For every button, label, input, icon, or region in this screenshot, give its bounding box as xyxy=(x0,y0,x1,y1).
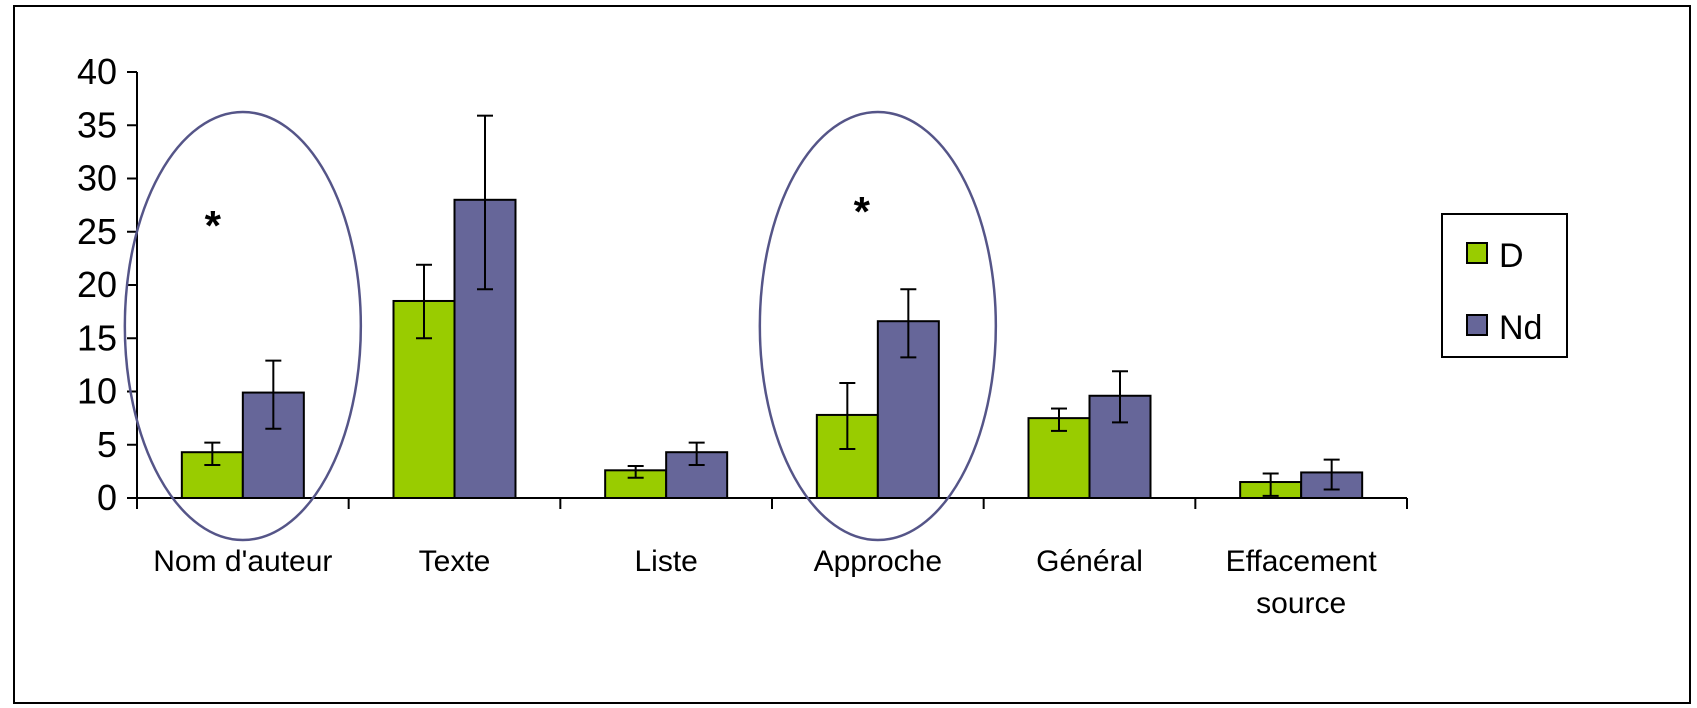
y-tick-label: 35 xyxy=(77,104,117,145)
highlight-ellipse xyxy=(758,110,998,542)
significance-marker: * xyxy=(205,202,222,249)
legend-box xyxy=(1441,213,1568,358)
legend-swatch-nd xyxy=(1466,314,1488,336)
x-tick-label: Nom d'auteur xyxy=(153,545,332,578)
chart-border xyxy=(13,5,1691,704)
y-tick-label: 5 xyxy=(97,424,117,465)
significance-marker: * xyxy=(854,188,871,235)
y-tick-label: 0 xyxy=(97,477,117,518)
x-tick-label: Texte xyxy=(419,545,491,578)
x-tick-label: Effacement xyxy=(1226,545,1378,578)
y-tick-label: 15 xyxy=(77,317,117,358)
x-tick-label: Approche xyxy=(814,545,942,578)
y-tick-label: 25 xyxy=(77,211,117,252)
highlight-ellipse xyxy=(123,110,363,542)
x-tick-label: Général xyxy=(1036,545,1143,578)
y-tick-label: 40 xyxy=(77,51,117,92)
y-tick-label: 20 xyxy=(77,264,117,305)
x-tick-label: Liste xyxy=(634,545,697,578)
x-tick-label: source xyxy=(1256,587,1346,620)
y-tick-label: 10 xyxy=(77,371,117,412)
legend-label: D xyxy=(1499,237,1524,275)
legend-swatch-d xyxy=(1466,242,1488,264)
legend-label: Nd xyxy=(1499,309,1542,347)
y-tick-label: 30 xyxy=(77,158,117,199)
legend: D Nd xyxy=(1441,213,1568,358)
plot-area: 0 5 10 15 20 25 30 35 40 Nom d'auteur Texte Liste Ap… xyxy=(77,51,1408,620)
